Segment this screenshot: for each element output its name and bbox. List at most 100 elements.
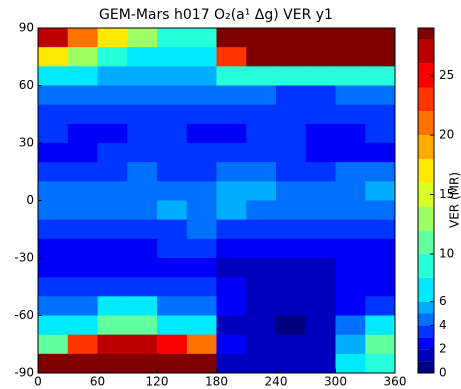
contour-cell bbox=[246, 28, 277, 48]
contour-cell bbox=[365, 277, 396, 297]
contour-cell bbox=[97, 277, 128, 297]
contour-cell bbox=[67, 238, 98, 259]
contour-cell bbox=[67, 47, 98, 67]
contour-cell bbox=[97, 66, 128, 86]
colorbar-band bbox=[418, 111, 434, 136]
contour-cell bbox=[216, 123, 247, 144]
contour-cell bbox=[246, 143, 277, 163]
contour-cell bbox=[157, 181, 188, 201]
contour-cell bbox=[157, 219, 188, 240]
contour-cell bbox=[127, 277, 158, 297]
contour-cell bbox=[276, 143, 307, 163]
colorbar-tick-label: 0 bbox=[439, 366, 447, 380]
colorbar-band bbox=[418, 325, 434, 338]
contour-cell bbox=[276, 123, 307, 144]
contour-cell bbox=[246, 104, 277, 125]
contour-cell bbox=[97, 104, 128, 125]
contour-cell bbox=[246, 85, 277, 106]
contour-cell bbox=[365, 123, 396, 144]
colorbar-frame bbox=[417, 27, 435, 374]
contour-cell bbox=[38, 143, 69, 163]
contour-cell bbox=[38, 277, 69, 297]
contour-cell bbox=[365, 47, 396, 67]
contour-cell bbox=[335, 181, 366, 201]
contour-cell bbox=[127, 315, 158, 336]
contour-cell bbox=[246, 200, 277, 221]
contour-cell bbox=[335, 47, 366, 67]
x-tick-label: 240 bbox=[265, 375, 288, 389]
contour-cell bbox=[97, 334, 128, 355]
colorbar-band bbox=[418, 313, 434, 326]
contour-cell bbox=[305, 296, 336, 316]
contour-cell bbox=[186, 353, 217, 374]
contour-cell bbox=[305, 143, 336, 163]
contour-cell bbox=[38, 258, 69, 278]
contour-cell bbox=[246, 238, 277, 259]
contour-cell bbox=[127, 296, 158, 316]
contour-cell bbox=[276, 315, 307, 336]
contour-cell bbox=[335, 85, 366, 106]
contour-cell bbox=[97, 258, 128, 278]
contour-cell bbox=[127, 28, 158, 48]
colorbar-band bbox=[418, 277, 434, 302]
contour-cell bbox=[67, 219, 98, 240]
contour-cell bbox=[246, 219, 277, 240]
contour-cell bbox=[38, 181, 69, 201]
contour-cell bbox=[127, 66, 158, 86]
colorbar-tick-label: 15 bbox=[439, 187, 454, 201]
contour-cell bbox=[276, 66, 307, 86]
contour-cell bbox=[127, 181, 158, 201]
contour-cell bbox=[186, 143, 217, 163]
contour-cell bbox=[38, 123, 69, 144]
contour-cell bbox=[335, 353, 366, 374]
contour-cell bbox=[216, 277, 247, 297]
contour-cell bbox=[305, 123, 336, 144]
contour-cell bbox=[216, 353, 247, 374]
contour-cell bbox=[216, 219, 247, 240]
contour-cell bbox=[186, 200, 217, 221]
contour-cell bbox=[157, 162, 188, 182]
y-tick-label: 30 bbox=[19, 136, 34, 150]
contour-cell bbox=[67, 258, 98, 278]
x-tick-label: 60 bbox=[90, 375, 105, 389]
x-tick-label: 180 bbox=[205, 375, 228, 389]
contour-cell bbox=[67, 277, 98, 297]
contour-cell bbox=[157, 258, 188, 278]
contour-cell bbox=[186, 334, 217, 355]
contour-cell bbox=[365, 181, 396, 201]
contour-cell bbox=[276, 353, 307, 374]
contour-cell bbox=[246, 315, 277, 336]
contour-cell bbox=[365, 66, 396, 86]
colorbar-band bbox=[418, 361, 434, 373]
contour-cell bbox=[186, 47, 217, 67]
contour-cell bbox=[38, 334, 69, 355]
contour-cell bbox=[97, 219, 128, 240]
contour-cell bbox=[246, 334, 277, 355]
contour-cell bbox=[97, 162, 128, 182]
y-tick-label: -30 bbox=[14, 251, 34, 265]
contour-cell bbox=[276, 28, 307, 48]
contour-cell bbox=[127, 219, 158, 240]
contour-cell bbox=[305, 181, 336, 201]
contour-cell bbox=[305, 200, 336, 221]
y-tick-label: -90 bbox=[14, 366, 34, 380]
contour-cell bbox=[305, 85, 336, 106]
contour-cell bbox=[97, 315, 128, 336]
contour-cell bbox=[216, 143, 247, 163]
colorbar-label: VER (MR) bbox=[448, 172, 461, 228]
contour-cell bbox=[365, 219, 396, 240]
contour-cell bbox=[67, 296, 98, 316]
contour-cell bbox=[186, 296, 217, 316]
contour-cell bbox=[216, 47, 247, 67]
contour-cell bbox=[246, 123, 277, 144]
contour-cell bbox=[186, 315, 217, 336]
contour-cell bbox=[157, 104, 188, 125]
contour-cell bbox=[157, 200, 188, 221]
contour-cell bbox=[305, 353, 336, 374]
contour-cell bbox=[305, 258, 336, 278]
contour-cell bbox=[186, 162, 217, 182]
x-tick-label: 120 bbox=[146, 375, 169, 389]
x-tick-label: 300 bbox=[324, 375, 347, 389]
contour-cell bbox=[97, 181, 128, 201]
contour-cell bbox=[276, 162, 307, 182]
